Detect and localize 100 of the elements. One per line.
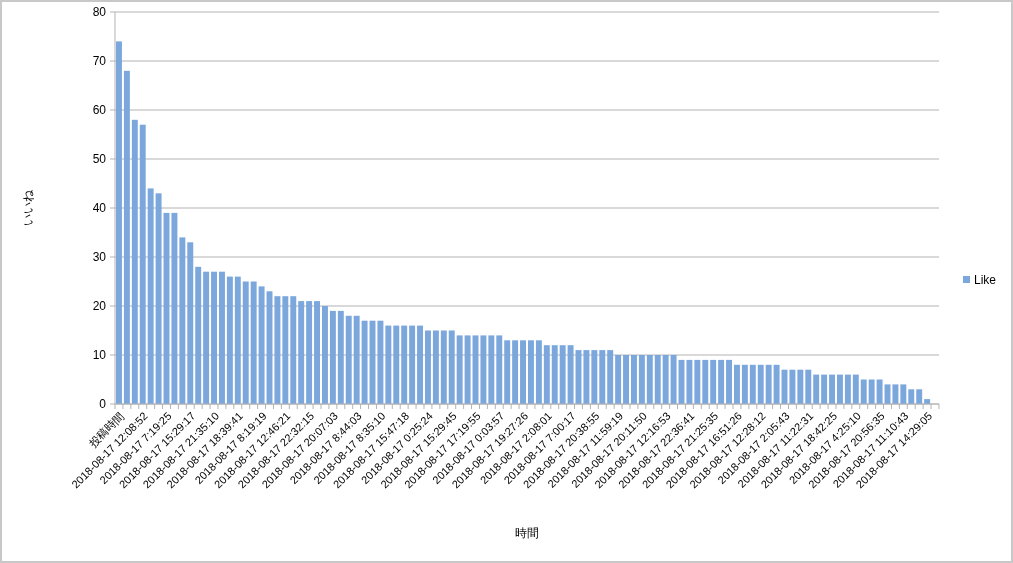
bar xyxy=(805,369,812,404)
legend-label: Like xyxy=(974,273,997,288)
y-tick-label: 10 xyxy=(92,348,107,363)
bar xyxy=(464,335,471,404)
bar xyxy=(234,276,241,404)
bar xyxy=(844,374,851,404)
y-axis-title: いいね xyxy=(21,189,35,226)
bar xyxy=(329,310,336,404)
bar xyxy=(123,70,130,404)
bar xyxy=(480,335,487,404)
bar xyxy=(520,340,527,404)
bar xyxy=(789,369,796,404)
bar xyxy=(417,325,424,404)
bar xyxy=(218,271,225,404)
bar xyxy=(282,296,289,404)
bar xyxy=(155,193,162,404)
bar xyxy=(353,315,360,404)
bar xyxy=(250,281,257,404)
bar xyxy=(385,325,392,404)
bar xyxy=(749,364,756,404)
bar xyxy=(115,41,122,404)
y-tick-label: 60 xyxy=(92,103,107,118)
bar xyxy=(662,355,669,404)
bar xyxy=(504,340,511,404)
bar xyxy=(630,355,637,404)
bar xyxy=(527,340,534,404)
bar xyxy=(361,320,368,404)
bar xyxy=(290,296,297,404)
bar xyxy=(797,369,804,404)
bar xyxy=(559,345,566,404)
bar xyxy=(409,325,416,404)
y-tick-label: 70 xyxy=(92,54,107,69)
bar xyxy=(401,325,408,404)
bar xyxy=(171,212,178,404)
bar xyxy=(432,330,439,404)
bar xyxy=(179,237,186,404)
bar xyxy=(488,335,495,404)
bar xyxy=(623,355,630,404)
bar xyxy=(551,345,558,404)
bar xyxy=(139,124,146,404)
bar xyxy=(147,188,154,404)
y-tick-label: 50 xyxy=(92,152,107,167)
bar xyxy=(535,340,542,404)
bar xyxy=(710,359,717,404)
y-tick-label: 80 xyxy=(92,5,107,20)
y-tick-label: 30 xyxy=(92,250,107,265)
bar xyxy=(615,355,622,404)
bar xyxy=(195,266,202,404)
bar xyxy=(718,359,725,404)
bar xyxy=(876,379,883,404)
bar xyxy=(654,355,661,404)
bar xyxy=(829,374,836,404)
bar xyxy=(567,345,574,404)
bar xyxy=(733,364,740,404)
bar xyxy=(543,345,550,404)
bar xyxy=(607,350,614,404)
bar xyxy=(900,384,907,404)
bar xyxy=(131,119,138,404)
x-axis-title: 時間 xyxy=(515,526,539,540)
bar xyxy=(773,364,780,404)
bar xyxy=(638,355,645,404)
bar xyxy=(345,315,352,404)
bar xyxy=(836,374,843,404)
bar xyxy=(741,364,748,404)
bar xyxy=(916,389,923,404)
bar xyxy=(321,306,328,404)
bar xyxy=(821,374,828,404)
bar xyxy=(258,286,265,404)
bar xyxy=(813,374,820,404)
bar xyxy=(306,301,313,404)
bar xyxy=(599,350,606,404)
bar xyxy=(211,271,218,404)
bar xyxy=(694,359,701,404)
bar xyxy=(187,242,194,404)
bar xyxy=(583,350,590,404)
y-tick-label: 20 xyxy=(92,299,107,314)
bar xyxy=(908,389,915,404)
y-tick-label: 40 xyxy=(92,201,107,216)
bar xyxy=(591,350,598,404)
bar xyxy=(337,310,344,404)
bar xyxy=(298,301,305,404)
bar xyxy=(496,335,503,404)
y-tick-label: 0 xyxy=(99,397,107,412)
bar xyxy=(456,335,463,404)
bar xyxy=(757,364,764,404)
bar xyxy=(726,359,733,404)
bar xyxy=(377,320,384,404)
bar xyxy=(686,359,693,404)
bar xyxy=(892,384,899,404)
bar xyxy=(203,271,210,404)
bar xyxy=(226,276,233,404)
bar xyxy=(314,301,321,404)
bar xyxy=(702,359,709,404)
bar xyxy=(512,340,519,404)
bar xyxy=(424,330,431,404)
bar xyxy=(852,374,859,404)
bar xyxy=(242,281,249,404)
bar xyxy=(765,364,772,404)
bar xyxy=(448,330,455,404)
bar xyxy=(868,379,875,404)
